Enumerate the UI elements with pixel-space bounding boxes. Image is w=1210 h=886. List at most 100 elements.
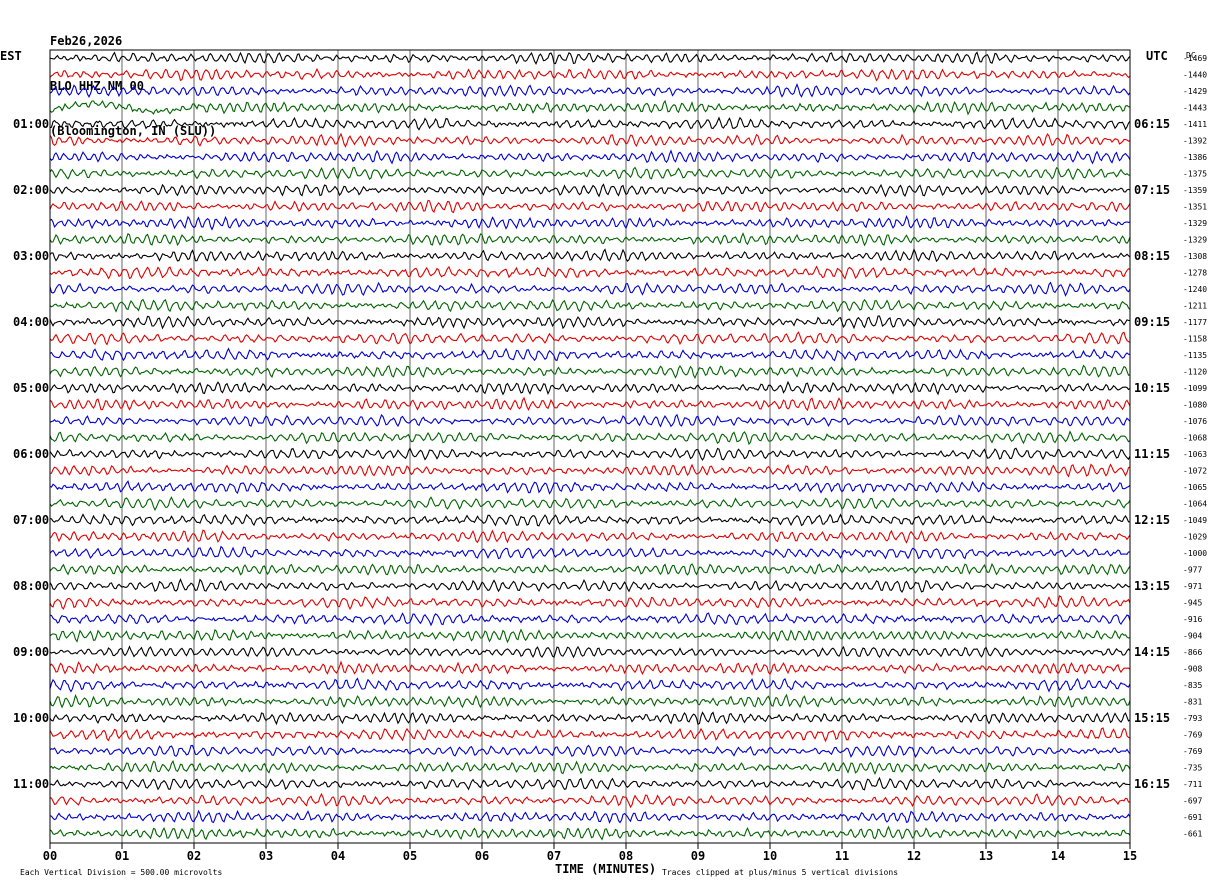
utc-hour-label: 07:15 (1134, 183, 1170, 197)
dc-offset-label: -691 (1183, 813, 1202, 822)
seismic-trace (49, 281, 1131, 297)
dc-offset-label: -831 (1183, 698, 1202, 707)
dc-offset-label: -977 (1183, 566, 1202, 575)
dc-offset-label: -1240 (1183, 285, 1207, 294)
dc-label: DC (1186, 51, 1196, 60)
footer-right-note: Traces clipped at plus/minus 5 vertical … (662, 868, 898, 877)
x-tick-label: 08 (619, 849, 633, 863)
seismic-trace (49, 132, 1131, 148)
dc-offset-label: -1351 (1183, 203, 1207, 212)
seismic-trace (49, 562, 1131, 576)
dc-offset-label: -835 (1183, 681, 1202, 690)
utc-hour-label: 08:15 (1134, 249, 1170, 263)
seismic-trace (49, 315, 1131, 330)
seismic-trace (49, 628, 1130, 644)
dc-offset-label: -1392 (1183, 137, 1207, 146)
dc-offset-label: -1329 (1183, 236, 1207, 245)
seismic-trace (49, 660, 1131, 676)
seismic-trace (49, 364, 1131, 380)
dc-offset-label: -1177 (1183, 318, 1207, 327)
seismic-trace (49, 809, 1131, 824)
est-hour-label: 05:00 (13, 381, 49, 395)
dc-offset-label: -1064 (1183, 500, 1207, 509)
dc-offset-label: -1120 (1183, 368, 1207, 377)
dc-offset-label: -1429 (1183, 87, 1207, 96)
left-axis-label: EST (0, 49, 22, 63)
chart-header: Feb26,2026 BLO HHZ NM 00 (Bloomington, I… (50, 4, 216, 154)
x-tick-label: 13 (979, 849, 993, 863)
est-hour-label: 03:00 (13, 249, 49, 263)
seismic-trace (49, 199, 1131, 214)
est-hour-label: 06:00 (13, 447, 49, 461)
seismic-trace (49, 447, 1131, 461)
dc-offset-label: -1080 (1183, 401, 1207, 410)
dc-offset-label: -1049 (1183, 516, 1207, 525)
seismic-trace (49, 480, 1131, 495)
dc-offset-label: -1072 (1183, 467, 1207, 476)
seismic-trace (49, 727, 1131, 743)
traces (49, 51, 1131, 841)
seismic-trace (49, 380, 1131, 396)
seismic-trace (49, 792, 1131, 809)
dc-offset-label: -769 (1183, 747, 1202, 756)
x-axis-title: TIME (MINUTES) (555, 862, 656, 876)
dc-offset-label: -916 (1183, 615, 1202, 624)
dc-offset-label: -1308 (1183, 252, 1207, 261)
dc-offset-label: -1068 (1183, 434, 1207, 443)
seismic-trace (49, 265, 1131, 280)
seismic-trace (49, 825, 1131, 841)
dc-offset-label: -1440 (1183, 71, 1207, 80)
dc-offset-label: -1386 (1183, 153, 1207, 162)
seismic-trace (49, 578, 1131, 593)
location-label: (Bloomington, IN (SLU)) (50, 124, 217, 138)
dc-offset-label: -1469 (1183, 54, 1207, 63)
seismic-trace (49, 215, 1131, 231)
seismic-trace (49, 711, 1131, 726)
seismic-trace (49, 595, 1131, 611)
est-hour-label: 08:00 (13, 579, 49, 593)
seismic-trace (49, 166, 1131, 181)
x-tick-label: 00 (43, 849, 57, 863)
dc-offset-label: -1135 (1183, 351, 1207, 360)
x-tick-label: 03 (259, 849, 273, 863)
dc-offset-label: -1375 (1183, 170, 1207, 179)
utc-hour-label: 09:15 (1134, 315, 1170, 329)
x-tick-label: 12 (907, 849, 921, 863)
seismic-trace (49, 645, 1131, 659)
seismic-trace (49, 331, 1131, 346)
utc-hour-label: 11:15 (1134, 447, 1170, 461)
dc-offset-label: -1000 (1183, 549, 1207, 558)
utc-hour-label: 16:15 (1134, 777, 1170, 791)
seismic-trace (49, 248, 1131, 263)
x-tick-label: 02 (187, 849, 201, 863)
utc-hour-label: 14:15 (1134, 645, 1170, 659)
seismic-trace (49, 430, 1131, 446)
seismic-trace (49, 83, 1131, 98)
seismic-trace (49, 545, 1131, 560)
seismic-trace (49, 298, 1131, 313)
dc-offset-label: -1099 (1183, 384, 1207, 393)
right-axis-label: UTC (1146, 49, 1168, 63)
dc-offset-label: -866 (1183, 648, 1202, 657)
dc-offset-label: -1411 (1183, 120, 1207, 129)
seismic-trace (49, 149, 1131, 165)
seismic-trace (49, 232, 1131, 247)
seismic-trace (49, 413, 1131, 428)
dc-offset-label: -904 (1183, 632, 1202, 641)
utc-hour-label: 06:15 (1134, 117, 1170, 131)
seismic-trace (49, 51, 1131, 66)
dc-offset-label: -735 (1183, 764, 1202, 773)
dc-offset-label: -697 (1183, 797, 1202, 806)
seismic-trace (49, 776, 1131, 791)
dc-offset-label: -1029 (1183, 533, 1207, 542)
est-hour-label: 11:00 (13, 777, 49, 791)
dc-offset-label: -1211 (1183, 302, 1207, 311)
dc-offset-label: -661 (1183, 830, 1202, 839)
seismic-trace (49, 183, 1131, 198)
dc-offset-label: -1063 (1183, 450, 1207, 459)
dc-offset-label: -908 (1183, 665, 1202, 674)
est-hour-label: 10:00 (13, 711, 49, 725)
x-tick-label: 07 (547, 849, 561, 863)
date-label: Feb26,2026 (50, 34, 123, 48)
